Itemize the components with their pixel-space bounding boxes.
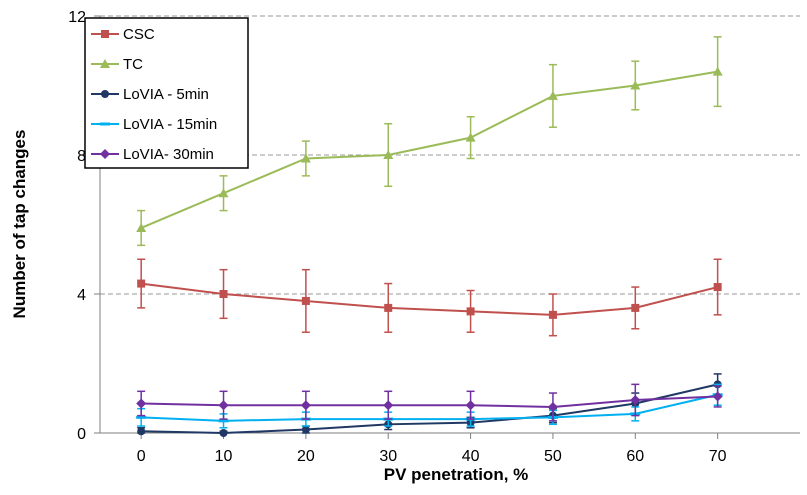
legend-swatch-marker <box>100 59 110 68</box>
x-tick-label: 40 <box>462 448 480 465</box>
data-point <box>137 427 146 436</box>
x-tick-label: 0 <box>137 448 146 465</box>
data-point <box>301 425 310 434</box>
series-line <box>140 70 718 229</box>
y-tick-label: 0 <box>77 426 86 443</box>
data-point <box>712 391 723 402</box>
x-tick-label: 50 <box>544 448 562 465</box>
series-layer <box>136 36 723 437</box>
data-point <box>301 296 310 305</box>
legend-label: CSC <box>123 26 155 43</box>
data-point <box>218 188 229 198</box>
legend-label: LoVIA - 5min <box>123 86 209 103</box>
series-csc <box>137 258 722 337</box>
legend-swatch-marker <box>101 90 109 98</box>
series-lovia-30min <box>136 383 723 422</box>
legend-label: TC <box>123 56 143 73</box>
data-point <box>136 415 147 419</box>
data-point <box>219 290 228 298</box>
data-point <box>547 90 558 100</box>
legend-entry: TC <box>91 56 143 73</box>
data-point <box>218 400 229 411</box>
series-line <box>141 395 718 408</box>
data-point <box>136 222 147 232</box>
data-point <box>137 279 146 288</box>
legend-label: LoVIA- 30min <box>123 146 214 163</box>
data-point <box>631 303 640 312</box>
data-point <box>300 153 311 163</box>
data-point <box>465 132 476 142</box>
x-tick-label: 60 <box>626 448 644 465</box>
legend-swatch-marker <box>100 122 110 126</box>
data-point <box>465 400 476 411</box>
legend-entry: LoVIA - 5min <box>91 86 209 103</box>
data-point <box>547 401 558 412</box>
x-axis-label: PV penetration, % <box>384 465 529 484</box>
y-tick-label: 12 <box>68 9 86 26</box>
data-point <box>383 400 394 411</box>
legend-entry: LoVIA - 15min <box>91 116 217 133</box>
axes: 0 4 8 12 0 10 20 30 40 50 60 70 <box>68 9 800 465</box>
data-point <box>384 303 393 312</box>
series-line <box>141 383 718 435</box>
y-tick-label: 8 <box>77 148 86 165</box>
data-point <box>466 307 475 316</box>
data-point <box>219 429 228 437</box>
data-point <box>548 310 557 319</box>
series-line <box>141 393 718 422</box>
data-point <box>630 80 641 90</box>
legend-swatch-marker <box>100 149 110 159</box>
series-tc <box>136 36 723 247</box>
data-point <box>713 283 722 292</box>
legend-swatch-marker <box>101 30 109 38</box>
y-axis-label: Number of tap changes <box>10 130 29 319</box>
x-tick-label: 20 <box>297 448 315 465</box>
data-point <box>383 150 394 159</box>
data-point <box>300 400 311 411</box>
legend-label: LoVIA - 15min <box>123 116 217 133</box>
legend: CSC TC LoVIA - 5min LoVIA - 15min LoVIA- 30m… <box>84 17 249 169</box>
x-tick-label: 70 <box>709 448 727 465</box>
data-point <box>136 398 147 409</box>
legend-entry: CSC <box>91 26 155 43</box>
x-tick-label: 30 <box>379 448 397 465</box>
x-tick-label: 10 <box>215 448 233 465</box>
data-point <box>218 419 229 423</box>
series-line <box>141 282 718 316</box>
data-point <box>630 394 641 405</box>
y-tick-label: 4 <box>77 287 86 304</box>
data-point <box>712 66 723 76</box>
legend-entry: LoVIA- 30min <box>91 146 214 163</box>
